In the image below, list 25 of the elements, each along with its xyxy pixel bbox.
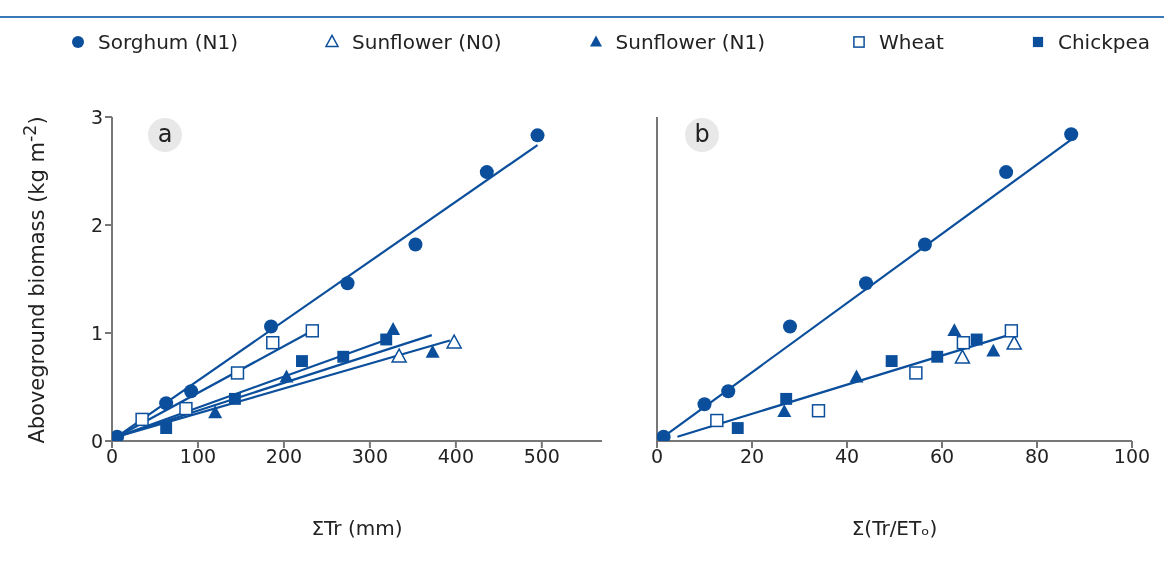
x-tick-label: 80 xyxy=(1024,445,1050,468)
x-tick-label: 200 xyxy=(265,445,303,468)
annotation: a xyxy=(148,118,182,152)
x-tick-label: 100 xyxy=(1113,445,1151,468)
y-tick-label: 3 xyxy=(90,105,103,128)
y-tick-label: 2 xyxy=(90,213,103,236)
x-tick-label: 400 xyxy=(437,445,474,468)
x-tick-label: 0 xyxy=(105,445,119,468)
legend-label: Sunflower (N0) xyxy=(352,30,502,54)
x-tick-label: 20 xyxy=(739,445,765,468)
legend-label: Chickpea xyxy=(1057,30,1150,54)
y-tick-label: 0 xyxy=(90,429,103,452)
x-tick-label: 300 xyxy=(351,445,389,468)
x-axis-title: ΣTr (mm) xyxy=(311,516,403,540)
legend-label: Sunflower (N1) xyxy=(615,30,765,54)
legend-label: Sorghum (N1) xyxy=(98,30,238,54)
x-axis-title: Σ(Tr/ETₒ) xyxy=(851,516,938,540)
y-tick-label: 1 xyxy=(90,321,103,344)
x-tick-label: 40 xyxy=(834,445,860,468)
annotation: b xyxy=(685,118,719,152)
x-tick-label: 100 xyxy=(179,445,217,468)
x-tick-label: 0 xyxy=(650,445,664,468)
x-tick-label: 60 xyxy=(929,445,955,468)
legend-label: Wheat xyxy=(879,30,944,54)
x-tick-label: 500 xyxy=(523,445,560,468)
